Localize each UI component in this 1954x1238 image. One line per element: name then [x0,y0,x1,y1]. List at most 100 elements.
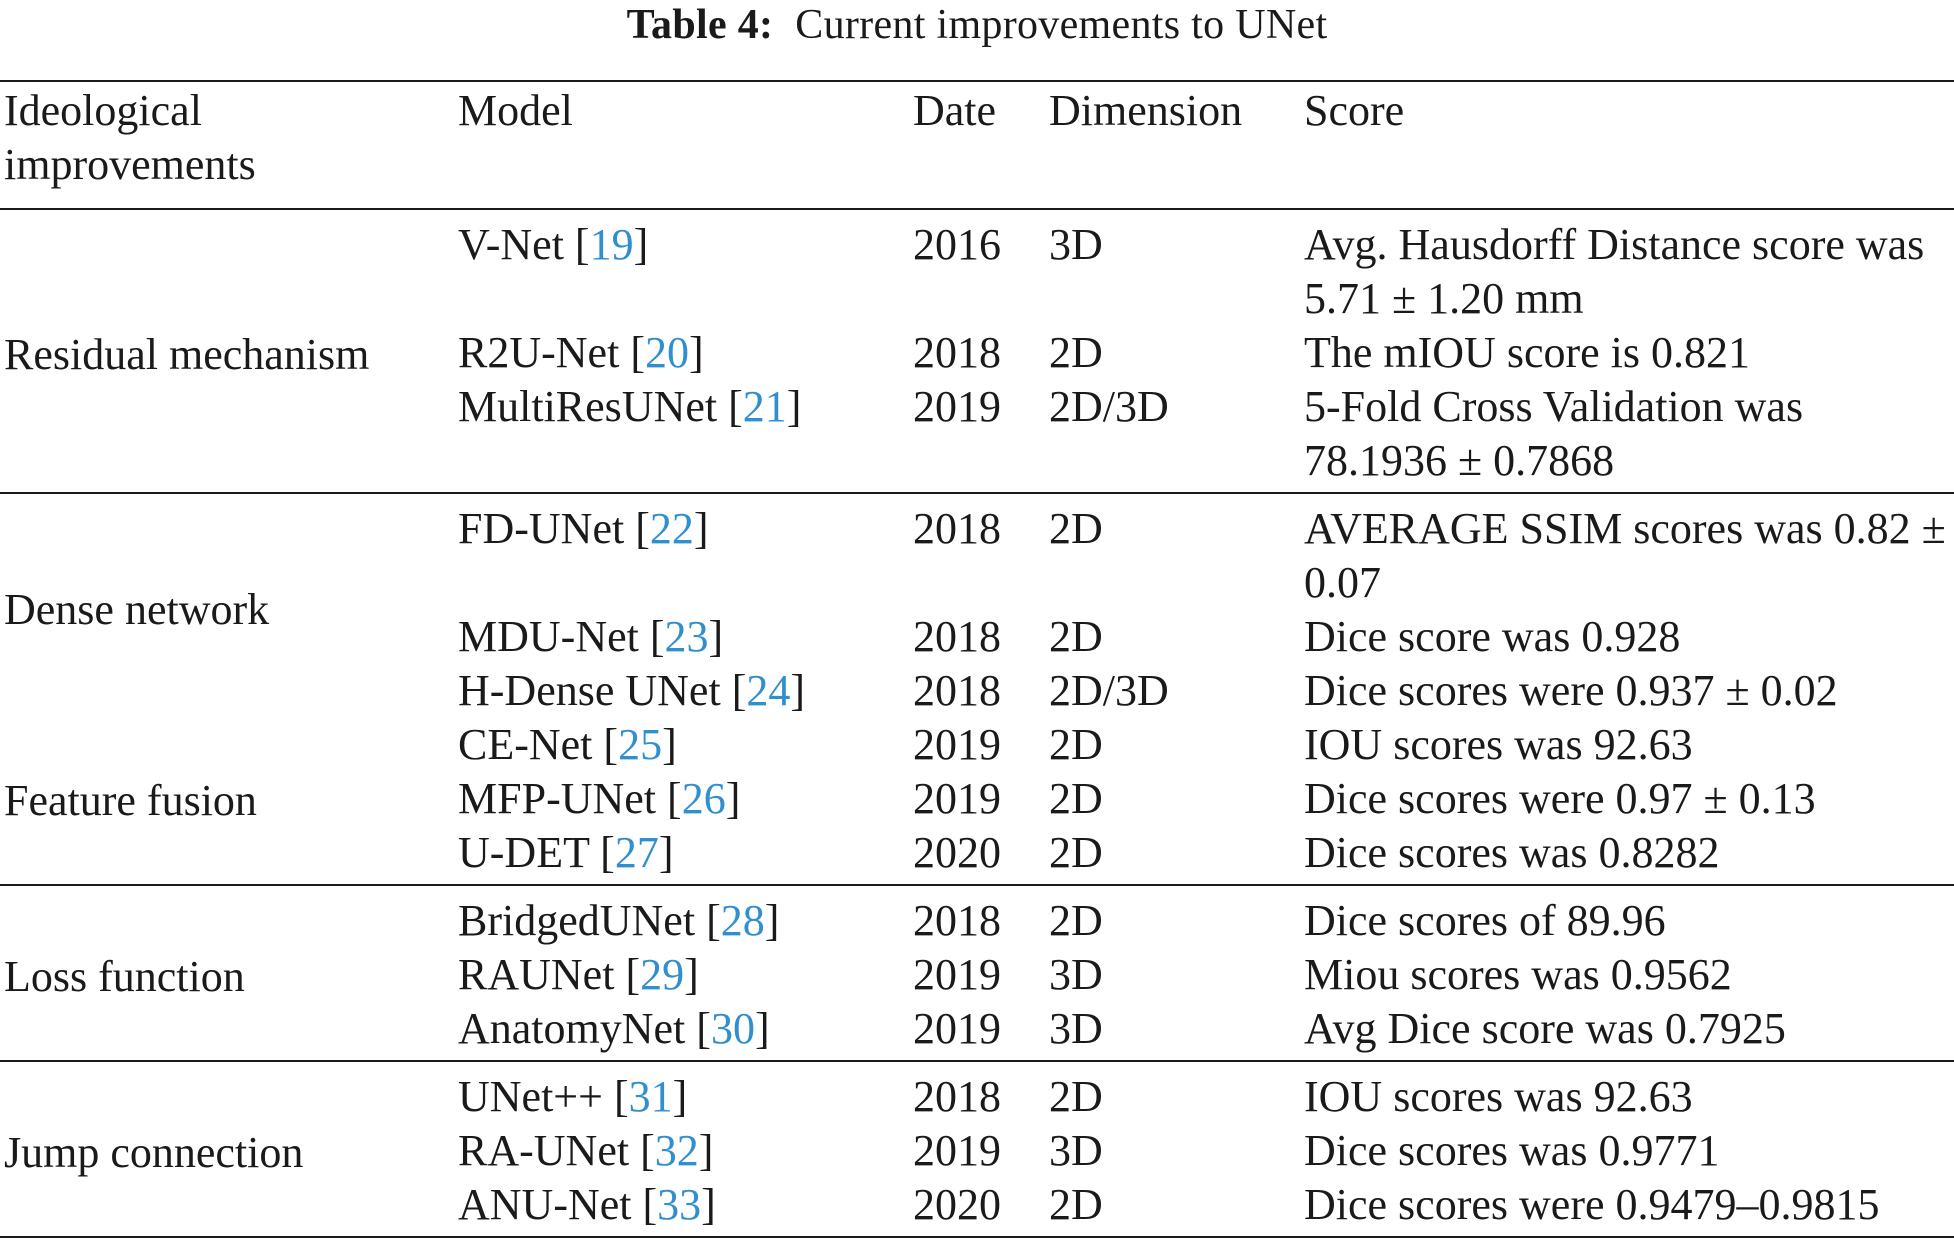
reference-link[interactable]: 24 [746,666,791,715]
dimension-cell: 3D [1049,950,1103,999]
reference-link[interactable]: 23 [664,612,709,661]
score-cell: Dice score was 0.928 [1304,612,1681,661]
category-cell: Loss function [4,952,245,1001]
dimension-cell: 2D [1049,720,1103,769]
group-loss-function: Loss function BridgedUNet [28] 2018 2D D… [0,885,1954,1061]
caption-label: Table 4: [626,2,774,48]
reference-link[interactable]: 27 [614,828,659,877]
header-model: Model [458,86,573,135]
table-row: R2U-Net [20] 2018 2D The mIOU score is 0… [0,326,1954,380]
dimension-cell: 2D [1049,1072,1103,1121]
category-cell: Feature fusion [4,776,257,825]
reference-link[interactable]: 33 [657,1180,702,1229]
score-cell: Dice scores was 0.9771 [1304,1126,1720,1175]
reference-link[interactable]: 28 [720,896,765,945]
table-row: Dense network FD-UNet [22] 2018 2D AVERA… [0,493,1954,634]
reference-link[interactable]: 21 [742,382,787,431]
date-cell: 2020 [913,828,1001,877]
date-cell: 2019 [913,720,1001,769]
model-cell: UNet++ [31] [458,1072,688,1121]
dimension-cell: 2D [1049,612,1103,661]
model-name: UNet++ [458,1072,603,1121]
score-cell: 5-Fold Cross Validation was 78.1936 ± 0.… [1304,382,1804,485]
model-name: FD-UNet [458,504,625,553]
model-cell: V-Net [19] [458,220,649,269]
improvements-table: Ideological improvements Model Date Dime… [0,80,1954,1238]
header-date: Date [913,86,997,135]
dimension-cell: 2D [1049,504,1103,553]
model-name: R2U-Net [458,328,620,377]
dimension-cell: 2D [1049,1180,1103,1229]
table-row: RAUNet [29] 2019 3D Miou scores was 0.95… [0,948,1954,1002]
model-cell: MFP-UNet [26] [458,774,741,823]
reference-link[interactable]: 29 [640,950,685,999]
table-row: ANU-Net [33] 2020 2D Dice scores were 0.… [0,1178,1954,1237]
score-cell: Avg Dice score was 0.7925 [1304,1004,1786,1053]
dimension-cell: 2D [1049,774,1103,823]
model-name: H-Dense UNet [458,666,721,715]
date-cell: 2018 [913,666,1001,715]
dimension-cell: 3D [1049,1004,1103,1053]
caption-title: Current improvements to UNet [795,2,1328,48]
table-row: Residual mechanism V-Net [19] 2016 3D Av… [0,209,1954,379]
date-cell: 2018 [913,504,1001,553]
model-cell: MultiResUNet [21] [458,382,802,431]
reference-link[interactable]: 31 [628,1072,673,1121]
date-cell: 2019 [913,950,1001,999]
header-score: Score [1304,86,1405,135]
date-cell: 2016 [913,220,1001,269]
reference-link[interactable]: 26 [681,774,726,823]
score-cell: AVERAGE SSIM scores was 0.82 ± 0.07 [1304,504,1946,607]
dimension-cell: 2D [1049,828,1103,877]
model-cell: RA-UNet [32] [458,1126,714,1175]
model-name: RAUNet [458,950,615,999]
reference-link[interactable]: 25 [618,720,663,769]
header-dimension: Dimension [1049,86,1243,135]
date-cell: 2019 [913,1126,1001,1175]
table-row: MFP-UNet [26] 2019 2D Dice scores were 0… [0,772,1954,826]
reference-link[interactable]: 22 [649,504,694,553]
model-name: U-DET [458,828,590,877]
reference-link[interactable]: 20 [644,328,689,377]
model-name: V-Net [458,220,564,269]
dimension-cell: 2D [1049,896,1103,945]
category-cell: Dense network [4,585,270,634]
date-cell: 2019 [913,774,1001,823]
model-cell: MDU-Net [23] [458,612,724,661]
date-cell: 2018 [913,328,1001,377]
score-cell: Dice scores were 0.9479–0.9815 [1304,1180,1880,1229]
model-cell: U-DET [27] [458,828,674,877]
table-row: H-Dense UNet [24] 2018 2D/3D Dice scores… [0,664,1954,718]
date-cell: 2019 [913,382,1001,431]
model-name: RA-UNet [458,1126,630,1175]
model-cell: FD-UNet [22] [458,504,709,553]
dimension-cell: 2D/3D [1049,382,1169,431]
reference-link[interactable]: 32 [654,1126,699,1175]
table-row: Loss function BridgedUNet [28] 2018 2D D… [0,885,1954,1001]
table-row: Feature fusion CE-Net [25] 2019 2D IOU s… [0,718,1954,825]
score-cell: Dice scores of 89.96 [1304,896,1666,945]
model-cell: ANU-Net [33] [458,1180,716,1229]
category-cell: Residual mechanism [4,330,370,379]
score-cell: Avg. Hausdorff Distance score was 5.71 ±… [1304,220,1925,323]
score-cell: Miou scores was 0.9562 [1304,950,1732,999]
reference-link[interactable]: 19 [589,220,634,269]
header-row: Ideological improvements Model Date Dime… [0,81,1954,209]
date-cell: 2020 [913,1180,1001,1229]
model-name: BridgedUNet [458,896,696,945]
header-ideological-improvements: Ideological improvements [4,86,256,189]
score-cell: Dice scores were 0.97 ± 0.13 [1304,774,1816,823]
model-name: ANU-Net [458,1180,632,1229]
model-name: CE-Net [458,720,593,769]
dimension-cell: 2D/3D [1049,666,1169,715]
model-name: MultiResUNet [458,382,718,431]
table-header: Ideological improvements Model Date Dime… [0,81,1954,209]
reference-link[interactable]: 30 [710,1004,755,1053]
model-name: MDU-Net [458,612,639,661]
table-row: MDU-Net [23] 2018 2D Dice score was 0.92… [0,610,1954,664]
date-cell: 2018 [913,1072,1001,1121]
model-cell: R2U-Net [20] [458,328,704,377]
table-row: RA-UNet [32] 2019 3D Dice scores was 0.9… [0,1124,1954,1178]
group-jump-connection: Jump connection UNet++ [31] 2018 2D IOU … [0,1061,1954,1237]
model-name: MFP-UNet [458,774,657,823]
